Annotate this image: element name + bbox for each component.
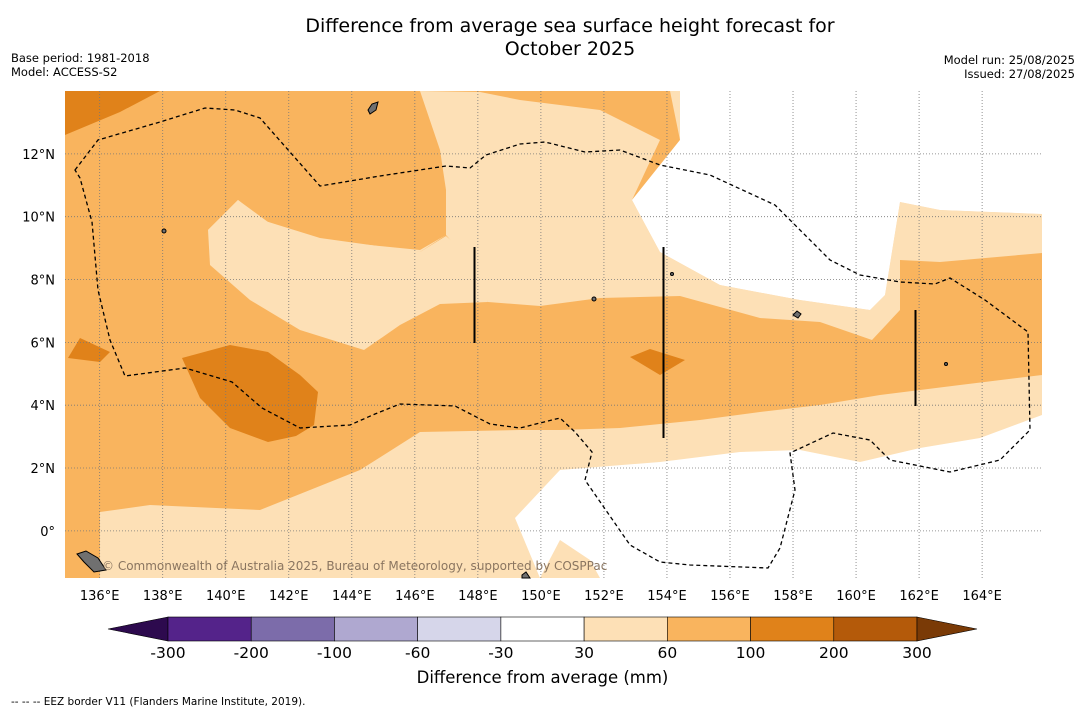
- island-dot-3: [670, 272, 674, 276]
- colorbar-tick-60: 60: [657, 644, 677, 662]
- lon-label-156: 156°E: [710, 589, 750, 604]
- fill-100-200-northwest: [65, 91, 160, 135]
- gridlines: [65, 91, 1042, 578]
- island-manus: [521, 571, 531, 579]
- lat-label-0: 0°: [40, 525, 55, 540]
- colorbar-title: Difference from average (mm): [416, 668, 669, 687]
- lon-label-142: 142°E: [269, 589, 309, 604]
- title-line-2: October 2025: [504, 38, 636, 60]
- issued-date: Issued: 27/08/2025: [964, 67, 1075, 81]
- colorbar-segment-200-to-300: [833, 616, 918, 642]
- colorbar-segment--30-to-30: [500, 616, 585, 642]
- run-info: Model run: 25/08/2025 Issued: 27/08/2025: [944, 53, 1075, 81]
- fill-60-100-north-patch: [245, 91, 446, 250]
- eez-footnote: -- -- -- EEZ border V11 (Flanders Marine…: [11, 696, 306, 708]
- colorbar-segment--200-to--100: [250, 616, 335, 642]
- island-dot-4: [944, 362, 948, 366]
- longitude-labels: 136°E 138°E 140°E 142°E 144°E 146°E 148°E 150°E…: [80, 589, 1002, 604]
- colorbar-segment--60-to--30: [417, 616, 502, 642]
- lat-label-8: 8°N: [31, 274, 56, 289]
- lon-label-146: 146°E: [395, 589, 435, 604]
- latitude-labels: 12°N 10°N 8°N 6°N 4°N 2°N 0°: [22, 148, 55, 540]
- model-run: Model run: 25/08/2025: [943, 53, 1075, 67]
- lon-label-138: 138°E: [143, 589, 183, 604]
- colorbar-extend-max: [916, 616, 978, 642]
- lon-label-152: 152°E: [584, 589, 624, 604]
- colorbar-tick-300: 300: [902, 644, 932, 662]
- colorbar-segment-100-to-200: [750, 616, 835, 642]
- colorbar-tick-100: 100: [736, 644, 766, 662]
- island-guam: [367, 101, 379, 115]
- fill-30-60-southwest: [540, 540, 600, 578]
- model-name: Model: ACCESS-S2: [11, 65, 118, 79]
- lon-label-164: 164°E: [962, 589, 1002, 604]
- fill-below-30-northeast: [632, 91, 1042, 310]
- colorbar-tick--200: -200: [234, 644, 269, 662]
- fill-100-200-east: [630, 349, 685, 375]
- colorbar-tick--30: -30: [488, 644, 513, 662]
- lat-label-10: 10°N: [22, 211, 55, 226]
- lat-label-4: 4°N: [31, 399, 56, 414]
- colorbar: -300 -200 -100 -60 -30 30 60 100 200 300: [107, 616, 978, 662]
- contour-fills: [65, 91, 1042, 578]
- fill-30-60-midwest: [208, 91, 1042, 340]
- credit-text: © Commonwealth of Australia 2025, Bureau…: [102, 559, 607, 573]
- colorbar-extend-min: [107, 616, 169, 642]
- lon-label-136: 136°E: [80, 589, 120, 604]
- island-new-guinea-north: [76, 550, 107, 573]
- colorbar-tick--60: -60: [405, 644, 430, 662]
- lon-label-158: 158°E: [773, 589, 813, 604]
- region-markers: [473, 247, 917, 438]
- colorbar-segment--300-to--200: [167, 616, 252, 642]
- colorbar-tick-200: 200: [819, 644, 849, 662]
- lon-label-162: 162°E: [899, 589, 939, 604]
- lon-label-144: 144°E: [332, 589, 372, 604]
- fill-100-200-central: [182, 345, 318, 442]
- island-dot-1: [161, 228, 167, 234]
- lat-label-2: 2°N: [31, 462, 56, 477]
- lat-label-6: 6°N: [31, 336, 56, 351]
- lon-label-160: 160°E: [836, 589, 876, 604]
- colorbar-tick-30: 30: [574, 644, 594, 662]
- title-line-1: Difference from average sea surface heig…: [305, 15, 835, 37]
- eez-border-palau-fsm: [74, 107, 1031, 569]
- base-period: Base period: 1981-2018: [11, 51, 150, 65]
- island-pohnpei: [792, 310, 802, 319]
- fill-below-30-south: [515, 415, 1042, 578]
- eez-borders: [74, 107, 1031, 569]
- colorbar-tick--100: -100: [317, 644, 352, 662]
- colorbar-tick--300: -300: [150, 644, 185, 662]
- lon-label-150: 150°E: [521, 589, 561, 604]
- islands: [76, 101, 948, 579]
- fill-30-60-center: [208, 200, 488, 350]
- colorbar-segment-30-to-60: [583, 616, 668, 642]
- colorbar-segment--100-to--60: [334, 616, 418, 642]
- colorbar-segment-60-to-100: [667, 616, 751, 642]
- model-info: Base period: 1981-2018 Model: ACCESS-S2: [11, 51, 150, 79]
- lon-label-154: 154°E: [647, 589, 687, 604]
- lat-label-12: 12°N: [22, 148, 55, 163]
- chart-title: Difference from average sea surface heig…: [250, 15, 890, 61]
- lon-label-140: 140°E: [206, 589, 246, 604]
- island-dot-2: [591, 296, 597, 302]
- lon-label-148: 148°E: [458, 589, 498, 604]
